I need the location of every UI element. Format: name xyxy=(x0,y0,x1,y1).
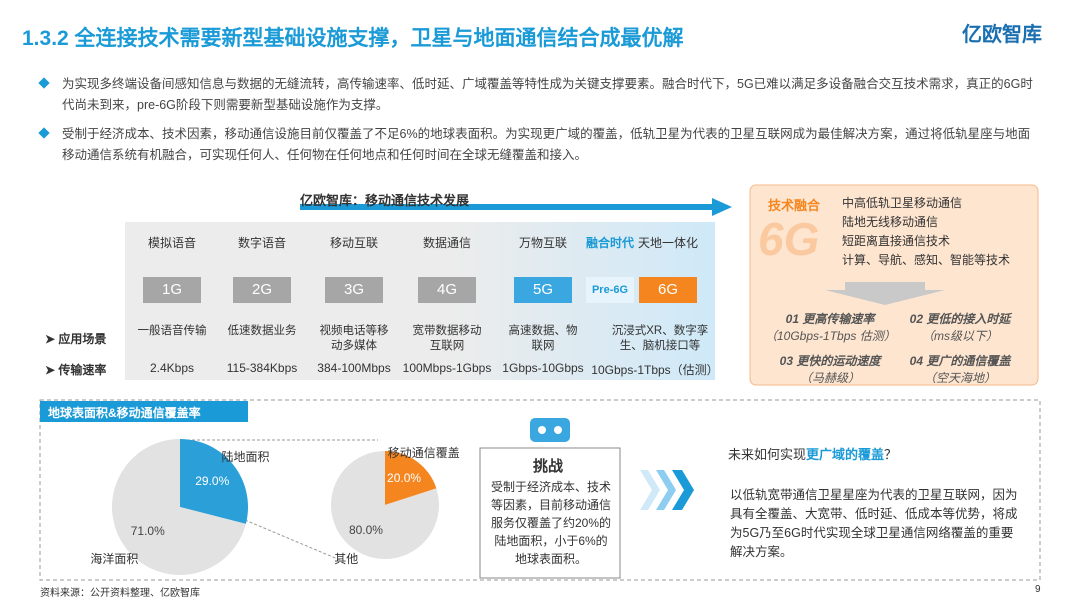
pie-slice xyxy=(111,439,246,575)
pie-value-label: 29.0% xyxy=(195,473,230,488)
era-label: 天地一体化 xyxy=(637,236,699,250)
connector xyxy=(244,519,341,561)
row-label-text: 应用场景 xyxy=(58,332,107,346)
goal: 04 更广的通信覆盖 （空天海地） xyxy=(895,352,1025,386)
title: 1.3.2 全连接技术需要新型基础设施支撑，卫星与地面通信结合成最优解 xyxy=(22,27,684,50)
generation: 6G xyxy=(639,277,697,303)
era-label: 数字语音 xyxy=(237,236,287,250)
fusion-item: 短距离直接通信技术 xyxy=(842,234,951,248)
dashed-frame xyxy=(39,399,1041,581)
rate: 100Mbps-1Gbps xyxy=(402,361,492,375)
row-label-text: 传输速率 xyxy=(58,363,107,377)
generation: 3G xyxy=(325,277,383,303)
fusion-item: 计算、导航、感知、智能等技术 xyxy=(842,253,1011,267)
page-number: 9 xyxy=(1035,584,1041,595)
goal-title: 01 更高传输速率 xyxy=(785,312,875,326)
generation: Pre-6G xyxy=(586,277,634,303)
arrow-head xyxy=(712,198,732,216)
question-highlight: 更广域的覆盖 xyxy=(806,447,885,462)
scenario: 视频电话等移动多媒体 xyxy=(319,325,389,352)
pie-category-label: 移动通信覆盖 xyxy=(387,445,460,460)
generation: 5G xyxy=(514,277,572,303)
goal-note: （ms级以下） xyxy=(922,329,998,343)
logo: 亿欧智库 xyxy=(962,24,1042,46)
future-answer: 以低轨宽带通信卫星星座为代表的卫星互联网，因为具有全覆盖、大宽带、低时延、低成本… xyxy=(730,488,1018,559)
era-label: 万物互联 xyxy=(518,236,568,250)
goal-note: （马赫级） xyxy=(799,371,860,385)
scenario: 高速数据、物联网 xyxy=(508,325,578,352)
rate: 115-384Kbps xyxy=(226,361,298,375)
fusion-item: 中高低轨卫星移动通信 xyxy=(842,196,963,210)
goal: 01 更高传输速率 （10Gbps-1Tbps 估测） xyxy=(765,310,896,344)
fusion-title: 技术融合 xyxy=(768,198,821,213)
row-label: ➤ 传输速率 xyxy=(45,363,107,377)
era-label: 融合时代 xyxy=(585,236,635,250)
pie-category-label: 海洋面积 xyxy=(90,551,139,566)
pie-category-label: 陆地面积 xyxy=(221,450,270,465)
era-label: 移动互联 xyxy=(329,236,379,250)
question-text: 未来如何实现 xyxy=(728,447,807,462)
challenge-box xyxy=(479,447,621,579)
bullet-text: 为实现多终端设备间感知信息与数据的无缝流转，高传输速率、低时延、广域覆盖等特性成… xyxy=(62,77,1033,112)
goal-note: （10Gbps-1Tbps 估测） xyxy=(765,329,896,343)
goal-title: 04 更广的通信覆盖 xyxy=(909,354,1011,368)
rate: 1Gbps-10Gbps xyxy=(502,361,584,375)
future-question: 未来如何实现更广域的覆盖？ xyxy=(728,444,897,463)
bullet-text: 受制于经济成本、技术因素，移动通信设施目前仅覆盖了不足6%的地球表面积。为实现更… xyxy=(62,127,1031,162)
generation: 1G xyxy=(143,277,201,303)
chevron xyxy=(640,470,660,510)
pie-value-label: 20.0% xyxy=(387,470,422,485)
down-arrow xyxy=(825,282,945,305)
scenario: 低速数据业务 xyxy=(227,325,297,337)
goal: 02 更低的接入时延 （ms级以下） xyxy=(895,310,1025,344)
pie-slice xyxy=(180,439,248,524)
pie-slice xyxy=(385,451,437,505)
goal-note: （空天海地） xyxy=(923,371,996,385)
goal-title: 02 更低的接入时延 xyxy=(909,312,1011,326)
scenario: 一般语音传输 xyxy=(137,325,207,337)
row-label: ➤ 应用场景 xyxy=(45,332,107,346)
scenario: 沉浸式XR、数字孪生、脑机接口等 xyxy=(611,325,709,352)
scenario: 宽带数据移动互联网 xyxy=(412,325,482,352)
rate: 2.4Kbps xyxy=(149,361,195,375)
goal: 03 更快的运动速度 （马赫级） xyxy=(765,352,895,386)
section-title: 地球表面积&移动通信覆盖率 xyxy=(48,406,201,420)
challenge-title: 挑战 xyxy=(533,458,564,475)
question-text: ？ xyxy=(884,447,898,462)
challenge-text: 受制于经济成本、技术等因素，目前移动通信服务仅覆盖了约20%的陆地面积，小于6%… xyxy=(490,480,612,566)
era-label: 模拟语音 xyxy=(147,236,197,250)
section-tag xyxy=(40,401,248,422)
goal-title: 03 更快的运动速度 xyxy=(779,354,881,368)
robot-icon xyxy=(530,418,570,442)
pie-value-label: 80.0% xyxy=(348,523,383,538)
rate: 384-100Mbps xyxy=(317,361,391,375)
diagram-title: 亿欧智库：移动通信技术发展 xyxy=(300,193,470,208)
pie-category-label: 其他 xyxy=(334,552,359,567)
pie-value-label: 71.0% xyxy=(130,524,165,538)
fusion-badge: 6G xyxy=(758,213,820,265)
bullet: 为实现多终端设备间感知信息与数据的无缝流转，高传输速率、低时延、广域覆盖等特性成… xyxy=(38,74,1040,116)
rate: 10Gbps-1Tbps（估测） xyxy=(591,363,719,377)
generation: 2G xyxy=(233,277,291,303)
generation: 4G xyxy=(418,277,476,303)
fusion-item: 陆地无线移动通信 xyxy=(842,215,939,229)
source: 资料来源：公开资料整理、亿欧智库 xyxy=(40,588,200,599)
pie-slice xyxy=(331,451,440,559)
era-label: 数据通信 xyxy=(422,236,472,250)
bullet: 受制于经济成本、技术因素，移动通信设施目前仅覆盖了不足6%的地球表面积。为实现更… xyxy=(38,124,1040,166)
